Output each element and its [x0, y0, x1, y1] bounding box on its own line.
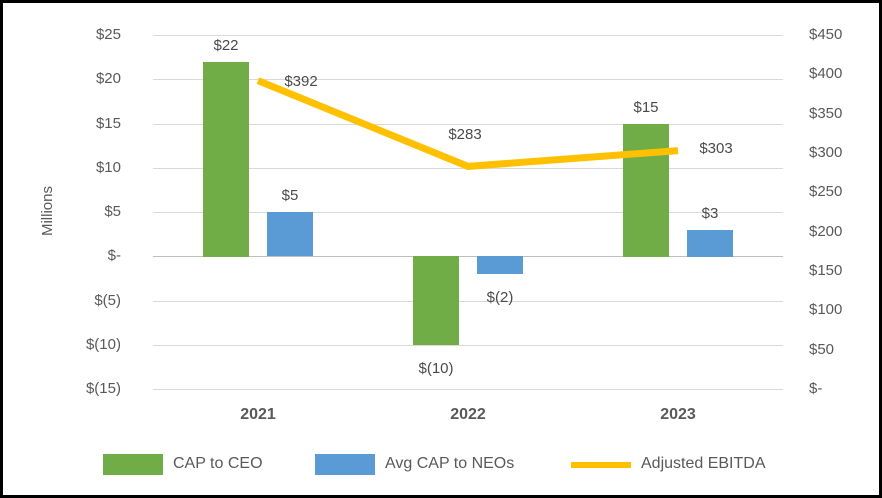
y-axis-right-tick-label: $350 — [809, 105, 843, 122]
y-axis-left-tick-label: $(10) — [85, 336, 121, 353]
legend-swatch-cap-to-ceo — [103, 454, 163, 475]
y-axis-right-tick-label: $250 — [809, 183, 843, 200]
data-label-adjusted-ebitda-2023: $303 — [699, 140, 733, 157]
data-label-cap-to-ceo-2021: $22 — [213, 37, 239, 54]
y-axis-left-tick-label: $(5) — [94, 292, 121, 309]
grid-line — [153, 301, 783, 302]
grid-line — [153, 389, 783, 390]
zero-gridline — [153, 256, 783, 257]
y-axis-left-tick-label: $25 — [95, 26, 121, 43]
y-axis-left-tick-label: $10 — [95, 159, 121, 176]
bar-cap-to-ceo-2023 — [623, 124, 669, 257]
y-axis-left-tick-label: $(15) — [85, 380, 121, 397]
bar-cap-to-ceo-2021 — [203, 62, 249, 257]
bar-avg-cap-to-neos-2022 — [477, 256, 523, 274]
bar-avg-cap-to-neos-2023 — [687, 230, 733, 257]
grid-line — [153, 345, 783, 346]
grid-line — [153, 35, 783, 36]
x-axis-label-2023: 2023 — [660, 406, 696, 423]
data-label-avg-cap-to-neos-2023: $3 — [701, 205, 719, 222]
y-axis-right-tick-label: $100 — [809, 301, 843, 318]
bar-cap-to-ceo-2022 — [413, 256, 459, 345]
bar-avg-cap-to-neos-2021 — [267, 212, 313, 256]
y-axis-left-tick-label: $- — [107, 247, 121, 264]
y-axis-right-tick-label: $450 — [809, 26, 843, 43]
y-axis-right-tick-label: $50 — [809, 341, 835, 358]
data-label-adjusted-ebitda-2021: $392 — [284, 73, 318, 90]
data-label-adjusted-ebitda-2022: $283 — [448, 126, 482, 143]
y-axis-right-tick-label: $- — [809, 380, 823, 397]
legend-swatch-avg-cap-to-neos — [315, 454, 375, 475]
x-axis-label-2021: 2021 — [240, 406, 276, 423]
data-label-cap-to-ceo-2023: $15 — [633, 99, 659, 116]
y-axis-left-tick-label: $5 — [104, 203, 121, 220]
legend-swatch-adjusted-ebitda-line — [571, 462, 631, 468]
grid-line — [153, 212, 783, 213]
data-label-avg-cap-to-neos-2021: $5 — [281, 187, 299, 204]
legend-label-cap-to-ceo: CAP to CEO — [173, 455, 263, 472]
data-label-cap-to-ceo-2022: $(10) — [418, 360, 454, 377]
y-axis-right-tick-label: $150 — [809, 262, 843, 279]
legend-label-adjusted-ebitda: Adjusted EBITDA — [641, 455, 766, 472]
y-axis-left-tick-label: $20 — [95, 70, 121, 87]
y-axis-right-tick-label: $300 — [809, 144, 843, 161]
y-axis-right-tick-label: $200 — [809, 223, 843, 240]
y-axis-left-tick-label: $15 — [95, 115, 121, 132]
x-axis-label-2022: 2022 — [450, 406, 486, 423]
y-axis-right-tick-label: $400 — [809, 65, 843, 82]
legend-label-avg-cap-to-neos: Avg CAP to NEOs — [385, 455, 515, 472]
data-label-avg-cap-to-neos-2022: $(2) — [486, 289, 514, 306]
